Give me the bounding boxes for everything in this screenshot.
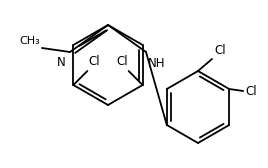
Text: Cl: Cl: [116, 55, 128, 68]
Text: Cl: Cl: [88, 55, 100, 68]
Text: Cl: Cl: [245, 86, 257, 98]
Text: N: N: [57, 56, 66, 69]
Text: NH: NH: [148, 57, 166, 70]
Text: Cl: Cl: [214, 44, 226, 57]
Text: CH₃: CH₃: [19, 36, 40, 46]
